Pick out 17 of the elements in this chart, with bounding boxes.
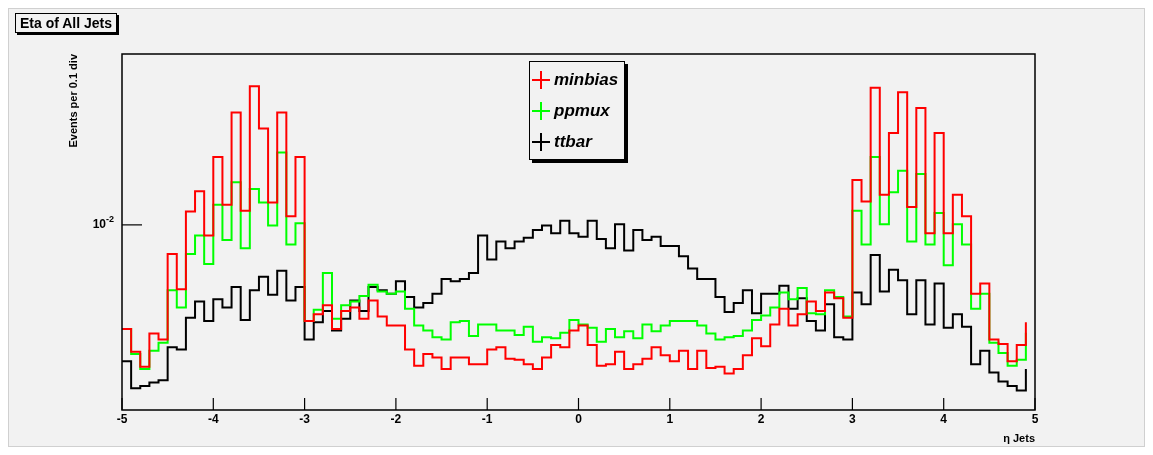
chart-title: Eta of All Jets — [15, 13, 118, 33]
x-tick-label: 1 — [666, 412, 674, 427]
x-tick-label: 5 — [1031, 412, 1039, 427]
x-tick-label: 0 — [575, 412, 583, 427]
x-axis-title: η Jets — [1003, 432, 1035, 445]
legend-label: ttbar — [554, 131, 592, 152]
legend-label: ppmux — [554, 100, 610, 121]
x-tick-label: -4 — [207, 412, 219, 427]
x-tick-label: -5 — [116, 412, 128, 427]
x-tick-label: -3 — [299, 412, 311, 427]
x-tick-label: 2 — [757, 412, 765, 427]
legend-label: minbias — [554, 69, 619, 90]
x-tick-label: 3 — [849, 412, 857, 427]
x-tick-label: -1 — [481, 412, 493, 427]
x-tick-label: -2 — [390, 412, 402, 427]
x-tick-label: 4 — [940, 412, 948, 427]
y-axis-title: Events per 0.1 div — [66, 53, 79, 148]
